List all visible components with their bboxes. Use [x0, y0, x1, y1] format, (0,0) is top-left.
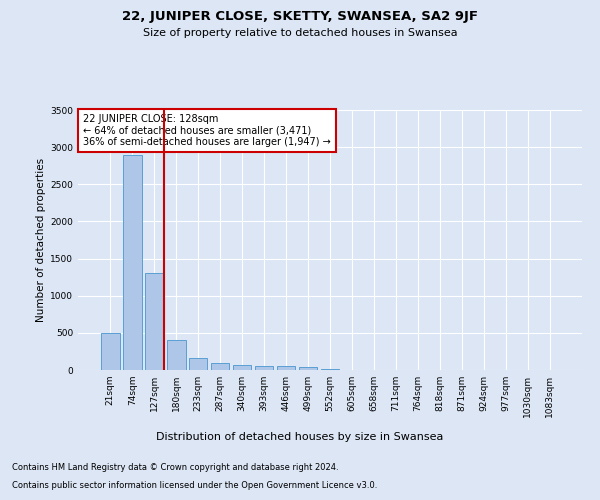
Bar — [277, 366, 295, 370]
Bar — [211, 362, 229, 370]
Text: Size of property relative to detached houses in Swansea: Size of property relative to detached ho… — [143, 28, 457, 38]
Text: Contains public sector information licensed under the Open Government Licence v3: Contains public sector information licen… — [12, 481, 377, 490]
Bar — [233, 365, 251, 370]
Bar — [145, 274, 164, 370]
Text: Distribution of detached houses by size in Swansea: Distribution of detached houses by size … — [157, 432, 443, 442]
Bar — [101, 333, 119, 370]
Text: 22, JUNIPER CLOSE, SKETTY, SWANSEA, SA2 9JF: 22, JUNIPER CLOSE, SKETTY, SWANSEA, SA2 … — [122, 10, 478, 23]
Bar — [167, 340, 185, 370]
Bar — [299, 367, 317, 370]
Bar — [255, 366, 274, 370]
Bar — [123, 154, 142, 370]
Bar — [189, 358, 208, 370]
Text: 22 JUNIPER CLOSE: 128sqm
← 64% of detached houses are smaller (3,471)
36% of sem: 22 JUNIPER CLOSE: 128sqm ← 64% of detach… — [83, 114, 331, 147]
Text: Contains HM Land Registry data © Crown copyright and database right 2024.: Contains HM Land Registry data © Crown c… — [12, 464, 338, 472]
Y-axis label: Number of detached properties: Number of detached properties — [36, 158, 46, 322]
